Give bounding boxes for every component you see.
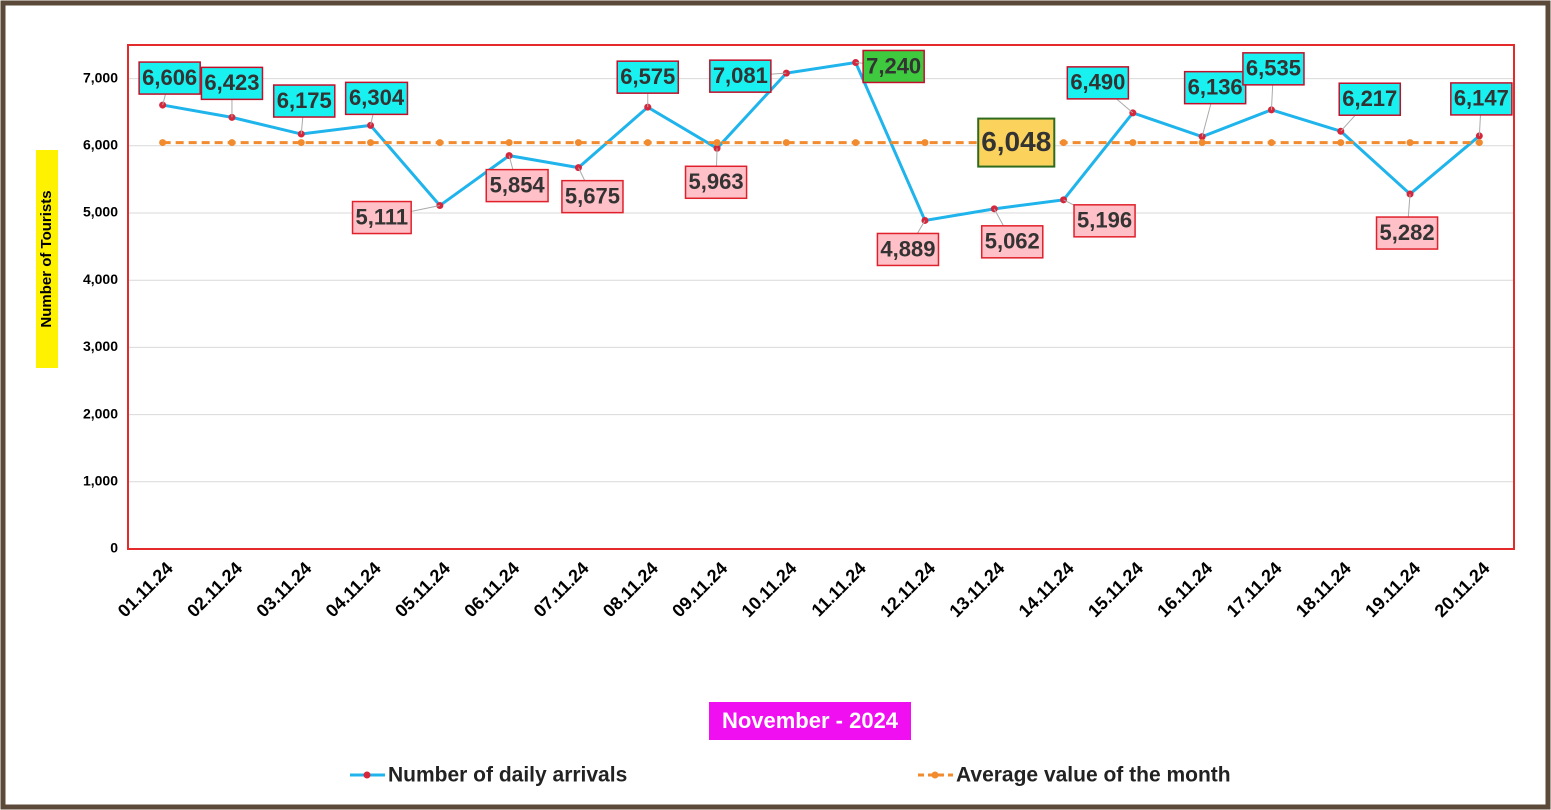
data-label-bg: [1066, 66, 1130, 100]
data-label: 6,606: [142, 65, 197, 90]
data-point: [159, 139, 167, 147]
data-label-bg: [485, 168, 549, 203]
data-point: [1475, 139, 1483, 147]
data-label: 5,196: [1077, 208, 1132, 233]
data-point: [1060, 139, 1068, 147]
data-label-bg: [1183, 70, 1247, 105]
data-label-bg: [200, 66, 264, 101]
data-label: 5,675: [565, 183, 620, 208]
data-label: 6,136: [1188, 74, 1243, 99]
data-label: 6,575: [620, 64, 675, 89]
data-point: [574, 139, 582, 147]
data-label: 6,048: [981, 126, 1051, 157]
data-label-bg: [876, 232, 940, 267]
data-label-bg: [561, 179, 624, 214]
data-point: [644, 139, 652, 147]
data-label-bg: [1242, 52, 1305, 86]
data-label-bg: [1073, 204, 1136, 238]
y-tick-label: 4,000: [83, 271, 118, 287]
data-label: 7,081: [713, 63, 768, 88]
data-label: 6,147: [1454, 86, 1509, 111]
data-point: [228, 139, 236, 147]
legend-marker: [363, 771, 371, 779]
legend-label: Average value of the month: [956, 764, 1231, 787]
data-label-bg: [977, 117, 1056, 168]
data-label: 7,240: [866, 53, 921, 78]
x-axis-label-bg: [709, 702, 911, 740]
data-label-bg: [272, 84, 336, 118]
y-tick-label: 3,000: [83, 338, 118, 354]
data-point: [1198, 139, 1206, 147]
y-tick-label: 7,000: [83, 69, 118, 85]
data-point: [1406, 139, 1414, 147]
data-point: [367, 139, 375, 147]
data-label-bg: [1338, 82, 1402, 116]
data-point: [713, 139, 721, 147]
data-label: 6,535: [1246, 56, 1301, 81]
data-point: [505, 139, 513, 147]
data-point: [297, 139, 305, 147]
data-label-bg: [684, 165, 748, 200]
data-label: 5,282: [1380, 220, 1435, 245]
data-label: 6,490: [1070, 70, 1125, 95]
data-point: [436, 139, 444, 147]
data-label-bg: [862, 49, 925, 84]
legend-label: Number of daily arrivals: [388, 764, 627, 787]
data-point: [1337, 139, 1345, 147]
data-label: 6,423: [204, 70, 259, 95]
data-label: 5,062: [985, 229, 1040, 254]
data-label-bg: [138, 61, 201, 95]
y-tick-label: 0: [110, 540, 118, 556]
legend-marker: [931, 771, 939, 779]
y-tick-label: 5,000: [83, 204, 118, 220]
data-point: [782, 139, 790, 147]
data-label: 5,963: [689, 169, 744, 194]
series-line: [162, 60, 1481, 223]
x-axis-label: November - 2024: [722, 708, 899, 733]
data-label: 4,889: [880, 236, 935, 261]
plot-area: [127, 44, 1515, 550]
data-label-bg: [351, 200, 412, 235]
y-axis-label-bg: [36, 150, 58, 368]
data-point: [1267, 139, 1275, 147]
data-label-bg: [709, 59, 772, 93]
data-label-bg: [344, 81, 409, 116]
data-point: [921, 139, 929, 147]
data-label-bg: [1375, 216, 1439, 250]
y-tick-label: 2,000: [83, 405, 118, 421]
data-label: 6,217: [1342, 86, 1397, 111]
data-label-bg: [1450, 82, 1513, 116]
data-label: 6,175: [277, 88, 332, 113]
data-label: 5,854: [490, 172, 546, 197]
y-tick-label: 6,000: [83, 137, 118, 153]
data-label-bg: [616, 60, 680, 94]
y-axis-label: Number of Tourists: [38, 190, 55, 327]
data-point: [1129, 139, 1137, 147]
data-label: 6,304: [349, 85, 405, 110]
data-label: 5,111: [356, 204, 409, 229]
data-label-bg: [980, 225, 1044, 259]
y-tick-label: 1,000: [83, 473, 118, 489]
data-point: [852, 139, 860, 147]
